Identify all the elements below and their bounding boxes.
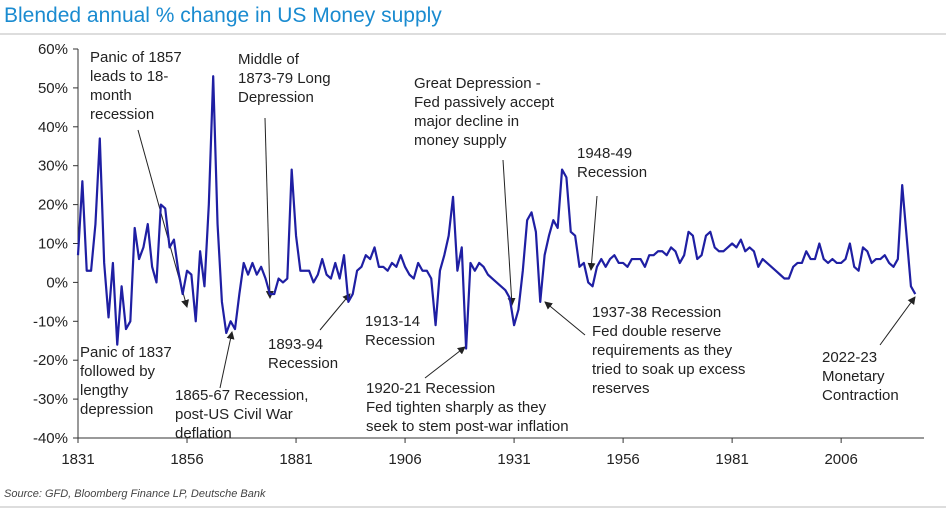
annotation-line: tried to soak up excess: [592, 361, 745, 378]
annotation-line: 1913-14: [365, 313, 420, 330]
annotation-line: money supply: [414, 132, 507, 149]
annotation-line: Recession: [577, 164, 647, 181]
annotation-line: seek to stem post-war inflation: [366, 418, 569, 435]
x-tick-label: 1956: [606, 451, 639, 468]
annotation-line: Panic of 1837: [80, 344, 172, 361]
x-tick-label: 1881: [279, 451, 312, 468]
y-tick-label: 0%: [46, 274, 68, 291]
annotation: 1920-21 Recession Fed tighten sharply as …: [366, 380, 569, 435]
annotation: 1913-14 Recession: [365, 313, 435, 349]
annotation: 1865-67 Recession, post-US Civil War defla…: [175, 387, 308, 442]
x-tick-label: 2006: [824, 451, 857, 468]
annotation: Panic of 1837 followed by lengthy depressio…: [80, 344, 172, 418]
annotation-line: requirements as they: [592, 342, 733, 359]
annotation-line: post-US Civil War: [175, 406, 293, 423]
annotation-line: recession: [90, 106, 154, 123]
y-tick-label: 10%: [38, 236, 68, 253]
x-tick-label: 1981: [715, 451, 748, 468]
x-tick-label: 1931: [497, 451, 530, 468]
annotation-line: Panic of 1857: [90, 49, 182, 66]
annotation-line: Recession: [268, 355, 338, 372]
annotation-line: 1920-21 Recession: [366, 380, 495, 397]
annotation-line: 1893-94: [268, 336, 323, 353]
annotation-line: Monetary: [822, 368, 885, 385]
annotation-line: major decline in: [414, 113, 519, 130]
x-tick-label: 1856: [170, 451, 203, 468]
annotation: 2022-23 Monetary Contraction: [822, 349, 899, 404]
y-tick-label: 60%: [38, 41, 68, 58]
y-tick-label: -20%: [33, 352, 68, 369]
source: Source: GFD, Bloomberg Finance LP, Deuts…: [4, 488, 266, 500]
data-line: [76, 75, 917, 350]
y-tick-label: -30%: [33, 391, 68, 408]
annotation-line: Fed double reserve: [592, 323, 721, 340]
y-tick-label: 30%: [38, 158, 68, 175]
x-tick-label: 1831: [61, 451, 94, 468]
annotation-line: Great Depression -: [414, 75, 541, 92]
annotation: Great Depression - Fed passively accept ma…: [414, 75, 555, 149]
y-tick-label: 50%: [38, 80, 68, 97]
annotation-line: 1937-38 Recession: [592, 304, 721, 321]
annotation-line: 1865-67 Recession,: [175, 387, 308, 404]
annotation-line: deflation: [175, 425, 232, 442]
annotation-line: leads to 18-: [90, 68, 168, 85]
annotation: 1937-38 Recession Fed double reserve requi…: [592, 304, 745, 397]
annotation-line: 1873-79 Long: [238, 70, 331, 87]
annotation-line: reserves: [592, 380, 650, 397]
annotation-line: lengthy: [80, 382, 129, 399]
annotation-line: Middle of: [238, 51, 300, 68]
x-tick-label: 1906: [388, 451, 421, 468]
annotation-line: Fed passively accept: [414, 94, 555, 111]
annotation: 1893-94 Recession: [268, 336, 338, 372]
annotation-line: Contraction: [822, 387, 899, 404]
annotation-line: month: [90, 87, 132, 104]
annotation-line: Fed tighten sharply as they: [366, 399, 547, 416]
annotation-line: followed by: [80, 363, 156, 380]
annotation-line: 2022-23: [822, 349, 877, 366]
annotation: Middle of 1873-79 Long Depression: [238, 51, 331, 106]
annotation-line: 1948-49: [577, 145, 632, 162]
annotation: Panic of 1857 leads to 18- month recession: [90, 49, 182, 123]
arrows: [137, 117, 916, 389]
annotation-line: Recession: [365, 332, 435, 349]
y-tick-label: 20%: [38, 197, 68, 214]
y-tick-label: -40%: [33, 430, 68, 447]
y-tick-label: 40%: [38, 119, 68, 136]
y-tick-label: -10%: [33, 313, 68, 330]
annotation-line: Depression: [238, 89, 314, 106]
annotation-line: depression: [80, 401, 153, 418]
chart-title: Blended annual % change in US Money supp…: [4, 4, 442, 27]
annotation: 1948-49 Recession: [577, 145, 647, 181]
